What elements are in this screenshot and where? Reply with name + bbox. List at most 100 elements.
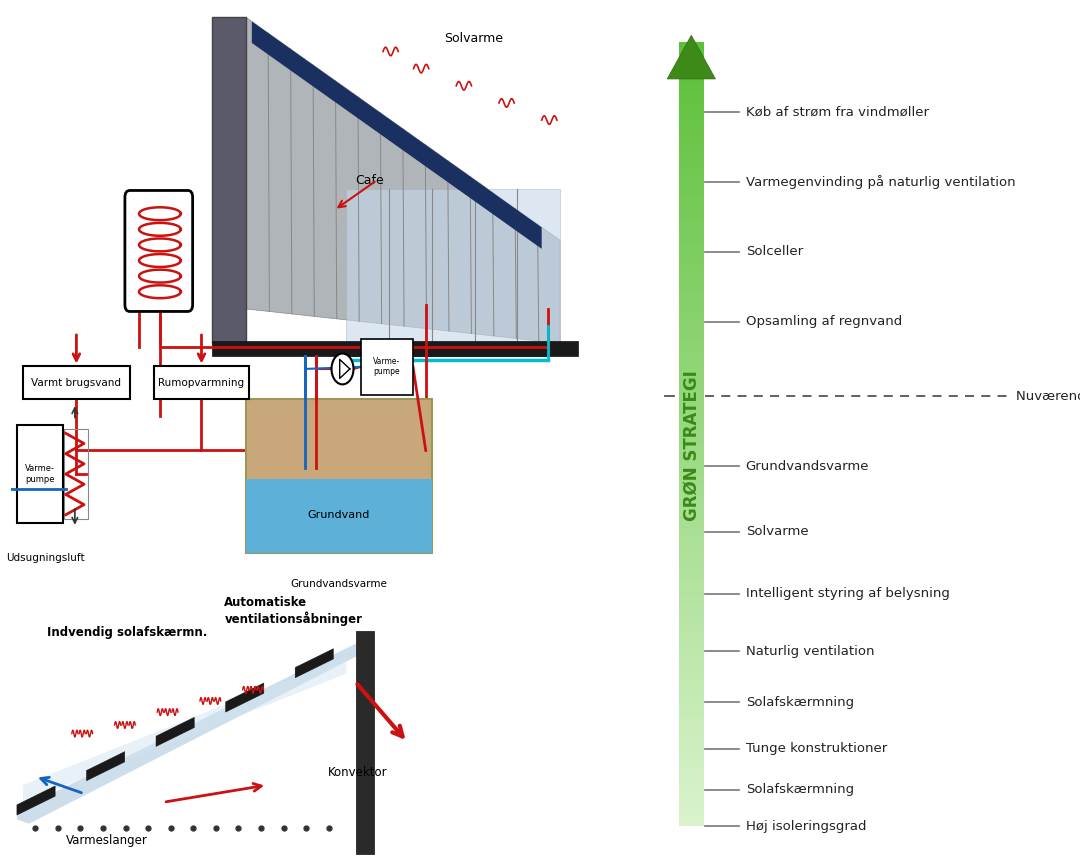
Bar [678,374,704,377]
Bar [678,78,704,81]
Bar [678,410,704,413]
Bar [678,100,704,102]
Bar [678,317,704,319]
Bar [678,136,704,139]
Bar [678,429,704,432]
Bar [678,277,704,280]
Bar [678,335,704,337]
Bar [678,649,704,651]
Polygon shape [86,752,124,781]
Bar [678,692,704,695]
Bar [678,45,704,47]
Bar [678,601,704,604]
Bar [678,646,704,649]
Bar [678,607,704,609]
Bar [678,154,704,157]
Bar [678,585,704,588]
Bar [678,105,704,107]
Bar [678,484,704,486]
Polygon shape [23,656,347,802]
Bar [678,450,704,452]
Polygon shape [246,17,561,343]
Bar [64,429,89,519]
Bar [678,125,704,128]
Bar [678,473,704,476]
Bar [678,102,704,105]
Bar [678,47,704,50]
Bar [678,570,704,572]
Text: Intelligent styring af belysning: Intelligent styring af belysning [745,587,949,601]
Bar [678,609,704,612]
Bar [678,377,704,379]
Bar [678,167,704,170]
Bar [678,70,704,73]
Bar [678,572,704,575]
Bar [678,547,704,549]
Bar [678,536,704,539]
Text: Grundvandsvarme: Grundvandsvarme [745,460,869,473]
Bar [678,447,704,450]
Bar [678,784,704,787]
Bar [678,479,704,481]
Bar [23,366,130,399]
Text: Høj isoleringsgrad: Høj isoleringsgrad [745,819,866,832]
Bar [678,810,704,813]
Bar [678,245,704,248]
Bar [678,544,704,547]
Bar [212,17,246,343]
Bar [678,782,704,784]
Bar [678,110,704,112]
Bar [678,552,704,554]
Bar [678,709,704,711]
Text: Solvarme: Solvarme [745,525,808,539]
Bar [678,499,704,502]
Bar [678,309,704,311]
Text: Varme-
pumpe: Varme- pumpe [25,464,55,484]
Bar [678,787,704,789]
Circle shape [332,353,353,384]
Bar [678,73,704,76]
Bar [678,400,704,402]
Polygon shape [226,683,264,712]
Bar [678,262,704,264]
Bar [678,635,704,637]
Bar [678,264,704,267]
Bar [678,452,704,455]
Bar [678,337,704,340]
Bar [678,515,704,517]
Bar [678,418,704,421]
Bar [678,591,704,594]
Bar [678,68,704,70]
Bar [678,630,704,632]
Bar [678,444,704,447]
Bar [678,305,704,309]
Bar [678,165,704,167]
Bar [678,421,704,424]
Bar [678,437,704,439]
Bar [678,225,704,227]
Bar [678,596,704,599]
Bar [678,637,704,640]
Bar [678,382,704,384]
Bar [678,722,704,724]
Bar [678,505,704,507]
Polygon shape [295,649,334,678]
Bar [678,340,704,342]
Bar [678,742,704,745]
Bar [678,332,704,335]
Bar [678,87,704,89]
Bar [678,372,704,374]
Text: Indvendig solafskærmn.: Indvendig solafskærmn. [48,626,207,639]
Bar [678,432,704,434]
Bar [678,149,704,152]
Bar [678,170,704,172]
Bar [678,42,704,45]
Bar [678,133,704,136]
Bar [678,734,704,737]
Bar [678,128,704,130]
Bar [678,700,704,704]
Bar [678,755,704,758]
Bar [678,408,704,410]
Bar [678,455,704,457]
Bar [678,528,704,530]
